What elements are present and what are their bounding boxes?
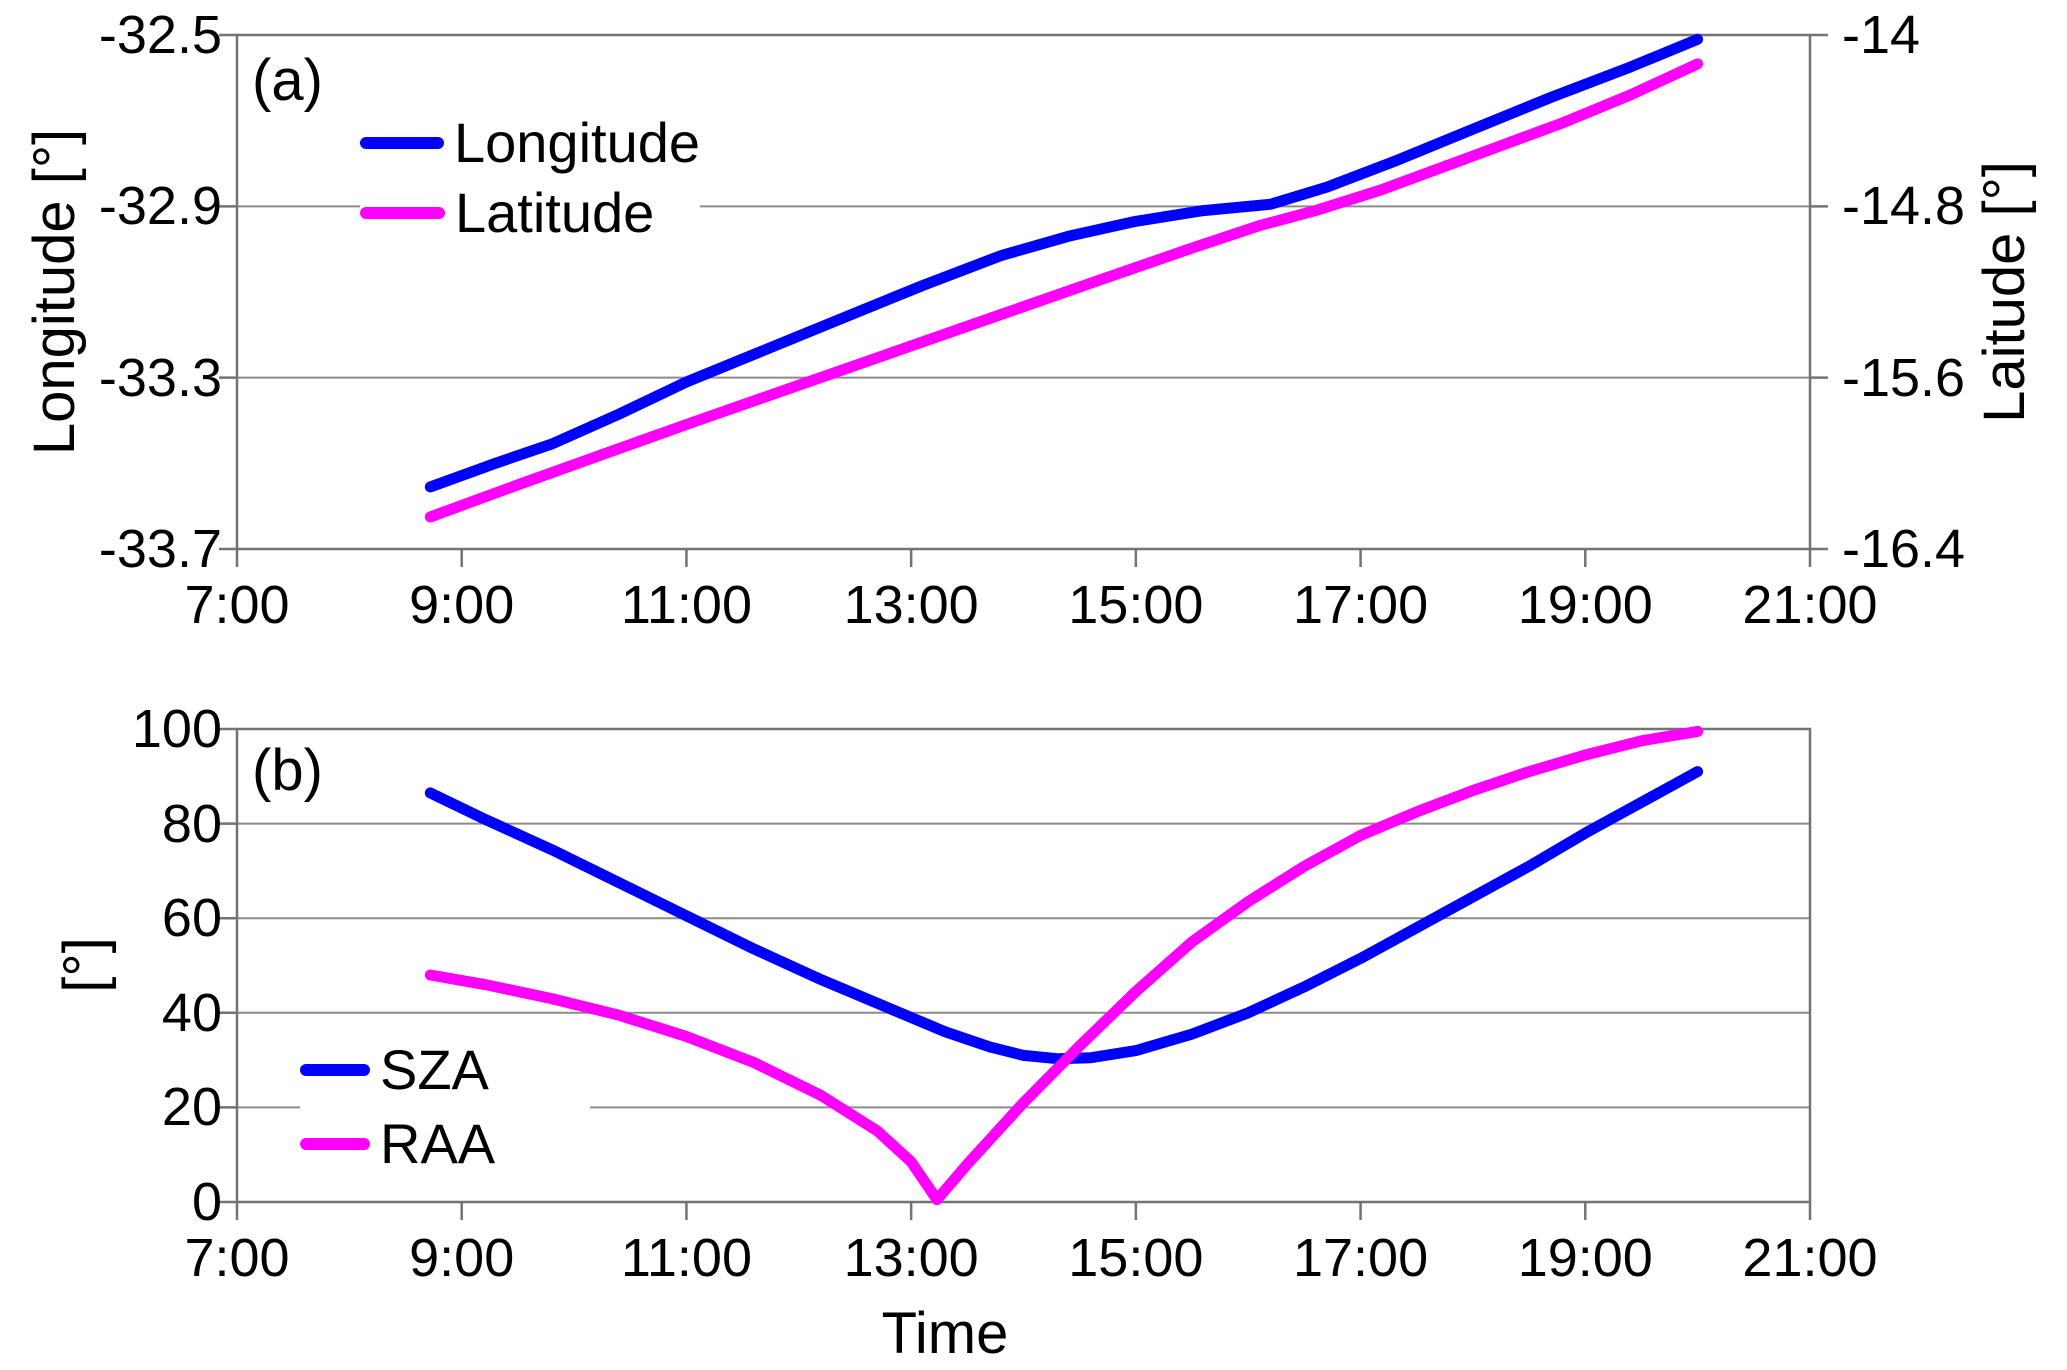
panel-a-x-tick-label: 11:00 (620, 575, 752, 635)
panel-b-x-tick-label: 19:00 (1517, 1228, 1653, 1288)
raa-series-line (424, 725, 1704, 1206)
panel-b-x-tick-label: 7:00 (184, 1228, 290, 1288)
panel-a-y-left-tick-label: -32.9 (98, 176, 222, 237)
panel-b-y-left-tick-label: 100 (131, 699, 222, 759)
panel-a-y-right-tick-label: -14 (1842, 5, 1921, 65)
legend-label-longitude: Longitude (453, 111, 700, 174)
panel-frame (235, 33, 1812, 551)
longitude-line-swatch (360, 137, 444, 149)
panel-b-x-tick-label: 13:00 (843, 1228, 979, 1288)
legend-item-longitude: Longitude (360, 115, 700, 171)
legend-item-latitude: Latitude (360, 185, 700, 241)
panel-b-x-tick-label: 11:00 (620, 1228, 752, 1288)
panel-a-x-tick-label: 13:00 (843, 575, 979, 635)
legend-label-latitude: Latitude (455, 181, 655, 244)
panel-b-x-tick-label: 21:00 (1742, 1228, 1878, 1288)
panel-a-left-axis-title: Longitude [°] (22, 128, 87, 456)
panel-b-x-tick-label: 15:00 (1068, 1228, 1204, 1288)
longitude-series-line (424, 33, 1704, 493)
panel-a-legend: Longitude Latitude (360, 108, 700, 248)
legend-item-sza: SZA (300, 1042, 590, 1098)
panel-b-y-left-tick-label: 60 (161, 888, 222, 949)
panel-a-y-left-tick-label: -33.3 (98, 347, 222, 408)
raa-line-swatch (300, 1138, 370, 1150)
panel-a-x-tick-label: 15:00 (1068, 575, 1204, 635)
sza-line-swatch (300, 1064, 370, 1076)
panel-a-x-tick-label: 19:00 (1517, 575, 1653, 635)
panel-frame (235, 727, 1812, 1204)
panel-b-label: (b) (252, 738, 323, 803)
panel-b-legend: SZA RAA (300, 1033, 590, 1181)
panel-a-x-tick-label: 17:00 (1292, 575, 1429, 635)
panel-a-x-tick-label: 7:00 (184, 575, 290, 635)
x-axis-title-time: Time (881, 1301, 1009, 1366)
panel-a-y-right-tick-label: -15.6 (1842, 347, 1966, 408)
panel-a-x-tick-label: 21:00 (1742, 575, 1878, 635)
panel-b-y-left-tick-label: 20 (161, 1077, 222, 1138)
legend-label-raa: RAA (380, 1112, 496, 1175)
latitude-line-swatch (360, 207, 445, 219)
panel-a-y-left-tick-label: -33.7 (98, 519, 222, 579)
panel-b-y-left-tick-label: 80 (161, 793, 222, 854)
panel-b-x-tick-label: 9:00 (409, 1228, 515, 1288)
legend-label-sza: SZA (380, 1038, 489, 1101)
panel-b-y-left-tick-label: 0 (191, 1172, 222, 1232)
panel-a-y-left-tick-label: -32.5 (98, 5, 222, 65)
panel-a-y-right-tick-label: -16.4 (1842, 519, 1966, 579)
panel-a-right-axis-title: Laitude [°] (1972, 161, 2037, 423)
panel-b-y-left-tick-label: 40 (161, 982, 222, 1043)
legend-item-raa: RAA (300, 1116, 590, 1172)
panel-a-x-tick-label: 9:00 (409, 575, 515, 635)
latitude-series-line (424, 58, 1704, 523)
panel-a-y-right-tick-label: -14.8 (1842, 176, 1966, 237)
panel-a-label: (a) (252, 48, 323, 113)
panel-b-x-tick-label: 17:00 (1292, 1228, 1429, 1288)
